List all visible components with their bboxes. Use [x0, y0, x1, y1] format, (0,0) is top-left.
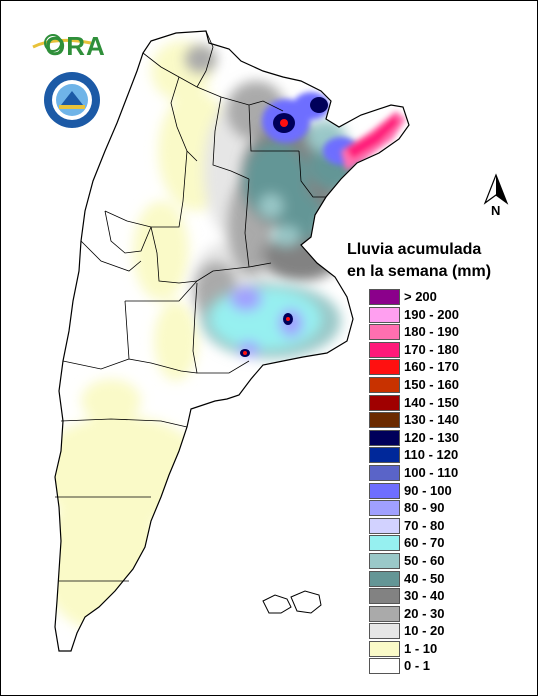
legend-swatch — [369, 447, 400, 464]
legend-label: 80 - 90 — [404, 500, 445, 516]
legend-swatch — [369, 359, 400, 376]
legend-label: 70 - 80 — [404, 517, 445, 533]
legend-label: 40 - 50 — [404, 570, 445, 586]
legend-swatch — [369, 588, 400, 605]
legend-label: 190 - 200 — [404, 306, 459, 322]
legend-label: 180 - 190 — [404, 324, 459, 340]
legend-swatch — [369, 623, 400, 640]
legend-label: 130 - 140 — [404, 412, 459, 428]
malvinas-islands — [262, 590, 322, 614]
legend-swatch — [369, 640, 400, 657]
legend-title-line2: en la semana (mm) — [347, 263, 492, 280]
legend-swatch — [369, 289, 400, 305]
legend-swatch — [369, 412, 400, 429]
north-label: N — [491, 203, 501, 218]
legend-swatch — [369, 552, 400, 569]
legend-label: 120 - 130 — [404, 429, 459, 445]
ora-logo: ORA — [31, 29, 111, 63]
legend-title: Lluvia acumulada en la semana (mm) — [347, 239, 517, 283]
legend-label: 30 - 40 — [404, 588, 445, 604]
legend-label: 10 - 20 — [404, 623, 445, 639]
smn-logo — [43, 71, 101, 129]
legend-label: 1 - 10 — [404, 640, 438, 656]
legend-swatch — [369, 324, 400, 341]
legend-swatch — [369, 517, 400, 534]
legend-swatch — [369, 306, 400, 323]
legend-swatch — [369, 535, 400, 552]
legend-swatch — [369, 570, 400, 587]
legend-label: 140 - 150 — [404, 394, 459, 410]
legend-label: > 200 — [404, 289, 437, 304]
rain-zone-heavy-east — [341, 111, 406, 171]
rain-zone-buenos-aires — [201, 283, 341, 359]
legend-label: 20 - 30 — [404, 605, 445, 621]
legend-label: 170 - 180 — [404, 341, 459, 357]
legend-label: 150 - 160 — [404, 376, 459, 392]
legend-swatch — [369, 658, 400, 675]
legend-label: 110 - 120 — [404, 447, 459, 463]
ora-logo-text: ORA — [45, 31, 106, 61]
legend-title-line1: Lluvia acumulada — [347, 241, 482, 258]
legend-label: 90 - 100 — [404, 482, 452, 498]
legend-swatch — [369, 500, 400, 517]
legend-swatch — [369, 429, 400, 446]
legend-swatch — [369, 341, 400, 358]
legend-swatch — [369, 464, 400, 481]
legend-label: 100 - 110 — [404, 464, 459, 480]
legend-label: 50 - 60 — [404, 552, 445, 568]
province-boundaries — [54, 30, 410, 652]
legend-swatch — [369, 482, 400, 499]
legend-swatch — [369, 394, 400, 411]
rain-peaks — [240, 97, 328, 357]
legend-label: 160 - 170 — [404, 359, 459, 375]
legend-label: 60 - 70 — [404, 535, 445, 551]
legend-label: 0 - 1 — [404, 658, 431, 674]
north-arrow-icon: N — [479, 173, 513, 221]
legend-swatch — [369, 605, 400, 622]
legend-swatch — [369, 376, 400, 393]
